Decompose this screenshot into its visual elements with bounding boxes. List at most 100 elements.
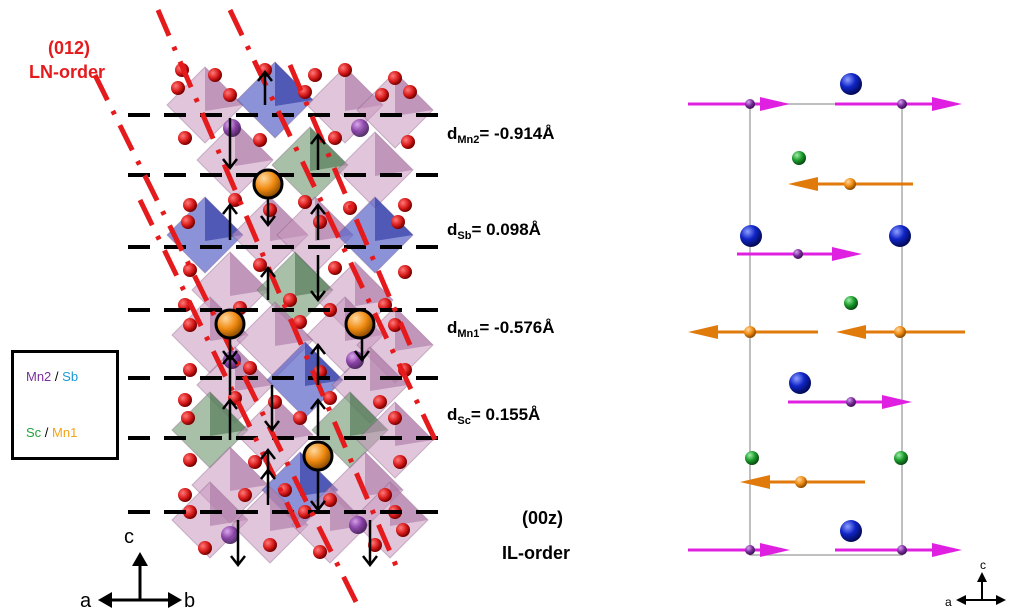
oxygen-atom	[396, 523, 410, 537]
mn1-atom	[844, 178, 856, 190]
oxygen-atom	[388, 318, 402, 332]
octahedron-face	[355, 262, 393, 306]
oxygen-atom	[368, 538, 382, 552]
oxygen-atom	[298, 195, 312, 209]
octahedron-face	[390, 482, 428, 526]
d-spacing-mn1: dMn1= -0.576Å	[447, 318, 555, 340]
mn1-atom	[795, 476, 807, 488]
sc-atom	[745, 451, 759, 465]
mn2-atom	[793, 249, 803, 259]
oxygen-atom	[253, 133, 267, 147]
axes-indicator-right	[956, 572, 1006, 605]
octahedron-face	[375, 132, 413, 176]
mn2-spin-head	[832, 247, 862, 261]
spin-arrow-head	[257, 69, 273, 82]
d-spacing-sc: dSc= 0.155Å	[447, 405, 541, 427]
legend-mn2: Mn2	[26, 369, 52, 384]
oxygen-atom	[398, 198, 412, 212]
oxygen-atom	[388, 411, 402, 425]
sb-atom	[740, 225, 762, 247]
spin-arrow-head	[310, 342, 326, 355]
oxygen-atom	[293, 315, 307, 329]
spin-arrow-head	[222, 158, 238, 171]
spin-arrow-head	[310, 132, 326, 145]
sb-atom	[840, 73, 862, 95]
oxygen-atom	[183, 453, 197, 467]
oxygen-atom	[178, 488, 192, 502]
oxygen-atom	[238, 488, 252, 502]
d-spacing-sb: dSb= 0.098Å	[447, 220, 541, 242]
oxygen-atom	[183, 198, 197, 212]
highlighted-mn1-atoms	[214, 168, 376, 472]
spin-arrow-head	[222, 202, 238, 215]
oxygen-atom	[308, 68, 322, 82]
spin-arrow-head	[222, 397, 238, 410]
spin-arrow-head	[362, 555, 378, 568]
mn1-highlighted-atom	[302, 440, 334, 472]
magnetic-structure	[688, 73, 965, 557]
spin-arrow-head	[260, 447, 276, 460]
layer-dashed-lines	[128, 113, 445, 514]
oxygen-atom	[183, 318, 197, 332]
ln-order-label: LN-order	[29, 62, 105, 82]
legend-slash-2: /	[44, 425, 49, 440]
legend-sc: Sc	[26, 425, 42, 440]
oxygen-atom	[313, 215, 327, 229]
oxygen-atom	[323, 493, 337, 507]
octahedron-face	[365, 452, 403, 496]
spin-arrow-head	[260, 265, 276, 278]
oxygen-atom	[401, 135, 415, 149]
spin-arrow-head	[264, 420, 280, 433]
mn1-highlighted-atom	[344, 308, 376, 340]
ln-plane-line	[287, 64, 413, 346]
mn2-atom	[223, 119, 241, 137]
sc-atom	[894, 451, 908, 465]
oxygen-atom	[178, 131, 192, 145]
octahedron-face	[395, 402, 433, 446]
legend-sb: Sb	[62, 369, 79, 384]
plane-label-00z: (00z)	[522, 508, 564, 528]
mn1-spin-head	[688, 325, 718, 339]
axis-b-label: b	[184, 590, 196, 612]
oxygen-atom	[181, 411, 195, 425]
oxygen-atom	[313, 545, 327, 559]
oxygen-atom	[248, 455, 262, 469]
oxygen-atom	[293, 411, 307, 425]
mn2-atom	[897, 99, 907, 109]
mn1-highlighted-atom	[214, 308, 246, 340]
oxygen-atom	[278, 483, 292, 497]
mn2-atom	[351, 119, 369, 137]
oxygen-atom	[375, 88, 389, 102]
oxygen-atom	[178, 393, 192, 407]
spin-arrow-head	[222, 352, 238, 365]
mn2-atom	[846, 397, 856, 407]
oxygen-atom	[298, 505, 312, 519]
sb-atom	[840, 520, 862, 542]
legend-slash: /	[54, 369, 59, 384]
oxygen-atom	[373, 395, 387, 409]
oxygen-atom	[391, 215, 405, 229]
il-order-label: IL-order	[502, 543, 571, 563]
mn2-spin-head	[760, 543, 790, 557]
spin-arrow-head	[310, 500, 326, 513]
octahedron-face	[210, 482, 248, 526]
oxygen-atom	[283, 293, 297, 307]
ln-plane-line	[155, 9, 403, 576]
mn2-spin-head	[882, 395, 912, 409]
mn2-atom	[349, 516, 367, 534]
oxygen-atom	[223, 88, 237, 102]
mn2-spin-head	[932, 97, 962, 111]
mn1-spin-head	[740, 475, 770, 489]
axis-c-label: c	[124, 526, 134, 548]
oxygen-atom	[243, 361, 257, 375]
oxygen-atom	[398, 265, 412, 279]
legend-row-mn2-sb: Mn2 / Sb	[26, 369, 78, 384]
mn1-spin-head	[788, 177, 818, 191]
sb-atom	[889, 225, 911, 247]
mn2-spin-head	[760, 97, 790, 111]
octahedron-face	[230, 252, 268, 296]
axis-c-label-right: c	[980, 558, 986, 572]
oxygen-atom	[403, 85, 417, 99]
plane-label-012: (012)	[48, 38, 91, 58]
